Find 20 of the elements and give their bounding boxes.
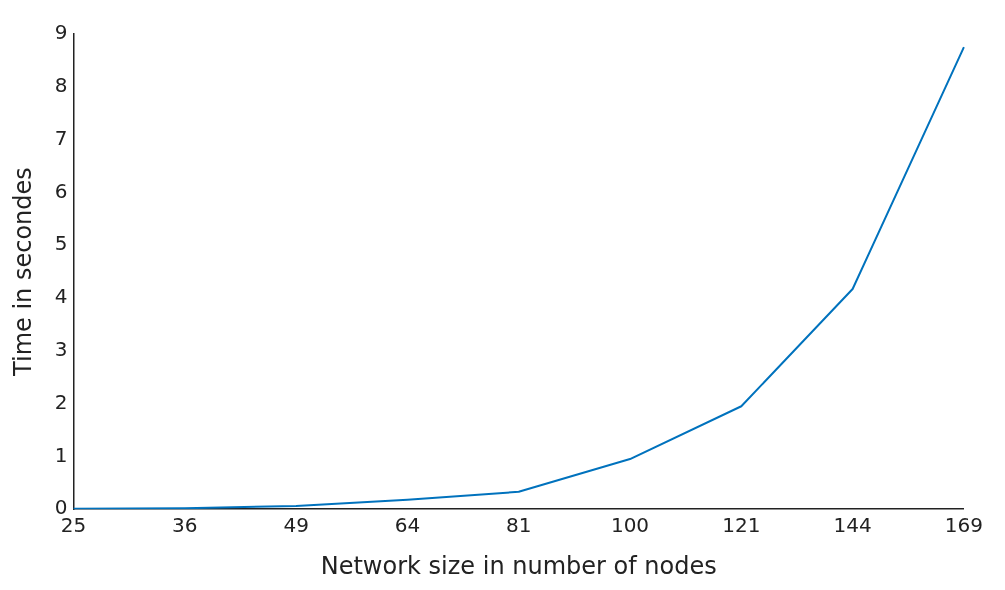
x-tick-label: 169 (944, 513, 984, 538)
y-tick-label: 3 (54, 337, 68, 361)
x-tick-label: 144 (833, 513, 872, 538)
y-tick-label: 8 (54, 73, 68, 97)
y-tick-label: 6 (54, 178, 68, 203)
y-tick-label: 5 (54, 231, 68, 256)
x-axis-title: Network size in number of nodes (320, 551, 717, 580)
x-tick-label: 49 (283, 513, 309, 538)
x-tick-label: 100 (610, 513, 650, 538)
y-tick-label: 1 (54, 442, 68, 467)
x-tick-label: 36 (172, 513, 198, 538)
y-axis-title: Time in secondes (8, 167, 37, 377)
x-tick-label: 121 (722, 513, 761, 538)
y-tick-label: 7 (54, 125, 68, 150)
y-tick-label: 9 (54, 20, 68, 45)
y-tick-label: 4 (54, 284, 68, 309)
x-tick-label: 81 (505, 513, 532, 538)
x-tick-label: 64 (394, 513, 421, 538)
y-tick-label: 2 (54, 389, 68, 414)
x-tick-label: 25 (60, 513, 87, 538)
